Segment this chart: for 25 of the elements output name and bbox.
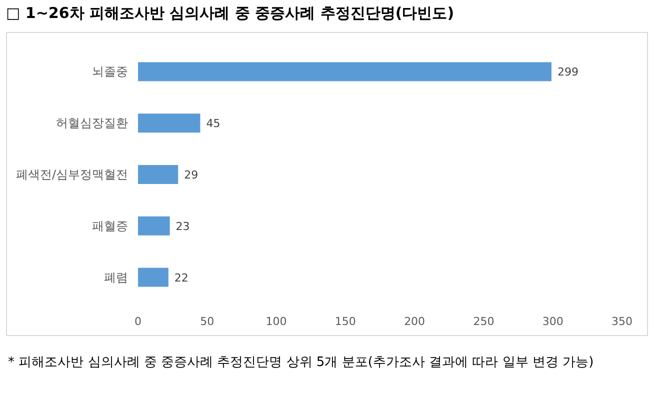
data-label: 45: [206, 117, 220, 130]
x-tick-label: 250: [473, 315, 494, 328]
y-tick-label: 폐렴: [104, 270, 128, 284]
x-tick-label: 100: [266, 315, 287, 328]
y-tick-label: 폐색전/심부정맥혈전: [16, 168, 128, 182]
chart-title: □ 1~26차 피해조사반 심의사례 중 중증사례 추정진단명(다빈도): [6, 4, 454, 23]
y-tick-label: 뇌졸중: [92, 64, 128, 79]
x-tick-label: 50: [200, 315, 214, 328]
data-label: 23: [176, 220, 190, 233]
x-tick-label: 0: [134, 315, 142, 328]
y-tick-label: 패혈증: [92, 218, 128, 233]
data-label: 22: [174, 271, 188, 284]
x-tick-label: 300: [542, 315, 564, 328]
text: * 피해조사반 심의사례 중 중증사례 추정진단명 상위 5개 분포(추가조사 결과에 따라 일부 변경 가능): [8, 354, 595, 372]
x-tick-label: 200: [404, 315, 426, 328]
y-tick-label: 허혈심장질환: [56, 116, 128, 130]
bar: [138, 62, 552, 82]
bar: [138, 114, 200, 133]
bar: [138, 216, 170, 236]
data-label: 299: [557, 66, 578, 79]
x-tick-label: 350: [612, 315, 632, 328]
data-label: 29: [184, 168, 198, 182]
bar: [138, 268, 168, 287]
x-tick-label: 150: [334, 315, 356, 328]
bar: [138, 165, 178, 184]
